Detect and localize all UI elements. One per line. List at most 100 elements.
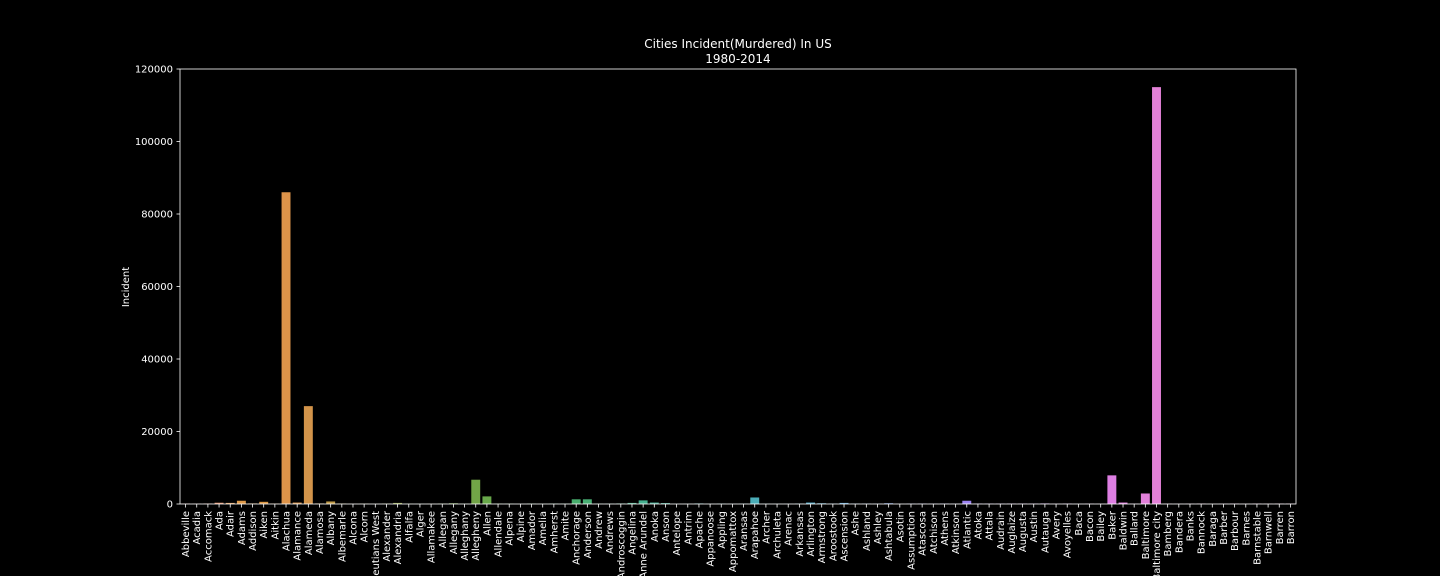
y-tick-label: 120000 xyxy=(135,65,173,76)
x-tick-label: Antrim xyxy=(683,511,694,545)
x-tick-label: Alger xyxy=(415,510,426,537)
x-tick-label: Auglaize xyxy=(1007,511,1018,554)
x-tick-label: Ashe xyxy=(851,511,862,536)
x-tick-label: Atchison xyxy=(929,511,940,554)
y-tick-label: 40000 xyxy=(141,355,173,366)
bar xyxy=(839,502,849,504)
x-tick-label: Adams xyxy=(237,511,248,545)
bar xyxy=(259,501,269,504)
bar xyxy=(1118,502,1128,504)
x-tick-label: Barbour xyxy=(1230,510,1241,551)
x-tick-label: Anderson xyxy=(583,511,594,558)
bar xyxy=(649,502,659,504)
x-tick-label: Avoyelles xyxy=(1063,511,1074,558)
x-tick-label: Alexandria xyxy=(393,511,404,564)
x-tick-label: Ballard xyxy=(1130,511,1141,546)
x-tick-label: Adair xyxy=(226,510,237,537)
x-tick-label: Alfalfa xyxy=(404,511,415,543)
x-tick-label: Alamosa xyxy=(315,511,326,554)
x-tick-label: Bandera xyxy=(1174,511,1185,553)
x-tick-label: Baltimore xyxy=(1141,511,1152,559)
bar xyxy=(571,499,581,504)
chart-subtitle: 1980-2014 xyxy=(705,52,770,66)
x-tick-label: Abbeville xyxy=(181,511,192,557)
x-tick-label: Arenac xyxy=(784,511,795,546)
bar xyxy=(1107,475,1117,504)
x-tick-label: Arkansas xyxy=(795,511,806,557)
x-tick-label: Amador xyxy=(527,510,538,550)
y-axis-label: Incident xyxy=(121,267,132,307)
bar xyxy=(393,502,403,504)
x-tick-label: Alleghany xyxy=(460,511,471,561)
x-tick-label: Baltimore city xyxy=(1152,511,1163,576)
bar xyxy=(214,502,224,504)
x-tick-label: Anne Arundel xyxy=(639,511,650,576)
bar xyxy=(962,500,972,504)
y-tick-label: 20000 xyxy=(141,427,173,438)
x-tick-label: Andrews xyxy=(605,511,616,554)
x-tick-label: Baraga xyxy=(1208,511,1219,547)
x-tick-label: Angelina xyxy=(627,511,638,555)
x-tick-label: Alexander xyxy=(382,510,393,561)
bar xyxy=(303,406,313,505)
x-tick-label: Baca xyxy=(1074,511,1085,536)
bar xyxy=(482,496,492,504)
y-tick-label: 80000 xyxy=(141,210,173,221)
x-axis: Abbeville Acadia Accomack Ada Adair Adams Addi… xyxy=(181,504,1297,576)
x-tick-label: Ashley xyxy=(873,511,884,544)
x-tick-label: Austin xyxy=(1029,511,1040,542)
x-tick-label: Arapahoe xyxy=(750,511,761,559)
x-tick-label: Allendale xyxy=(494,511,505,557)
x-tick-label: Barren xyxy=(1275,511,1286,544)
x-tick-label: Albemarle xyxy=(337,511,348,562)
chart-title: Cities Incident(Murdered) In US xyxy=(644,37,831,51)
x-tick-label: Aitkin xyxy=(270,511,281,539)
x-tick-label: Baldwin xyxy=(1119,511,1130,550)
x-tick-label: Ascension xyxy=(840,511,851,561)
x-tick-label: Ashtabula xyxy=(884,511,895,561)
x-tick-label: Augusta xyxy=(1018,511,1029,552)
bar xyxy=(1152,87,1161,505)
x-tick-label: Amelia xyxy=(538,511,549,545)
x-tick-label: Appling xyxy=(717,511,728,549)
x-tick-label: Armstrong xyxy=(817,511,828,563)
x-tick-label: Attala xyxy=(985,511,996,541)
bar xyxy=(1140,493,1150,504)
x-tick-label: Accomack xyxy=(203,511,214,562)
x-tick-label: Anson xyxy=(661,511,672,542)
x-tick-label: Athens xyxy=(940,511,951,546)
x-tick-label: Andrew xyxy=(594,511,605,549)
x-tick-label: Assumption xyxy=(906,511,917,570)
x-tick-label: Anchorage xyxy=(572,511,583,565)
x-tick-label: Avery xyxy=(1052,511,1063,539)
bar xyxy=(281,192,291,504)
x-tick-label: Amherst xyxy=(549,511,560,553)
x-tick-label: Aleutians West xyxy=(371,511,382,576)
x-tick-label: Apache xyxy=(694,511,705,548)
x-tick-label: Aransas xyxy=(739,511,750,551)
bar xyxy=(225,502,235,504)
x-tick-label: Alcona xyxy=(348,511,359,545)
x-tick-label: Alcorn xyxy=(360,511,371,543)
x-tick-label: Audrain xyxy=(996,511,1007,550)
x-tick-label: Allegany xyxy=(449,511,460,554)
x-tick-label: Arlington xyxy=(806,511,817,557)
x-tick-label: Barnwell xyxy=(1264,511,1275,554)
bar xyxy=(292,502,302,504)
x-tick-label: Acadia xyxy=(192,511,203,545)
x-tick-label: Aiken xyxy=(259,511,270,539)
x-tick-label: Antelope xyxy=(672,511,683,556)
x-tick-label: Aroostook xyxy=(828,511,839,561)
x-tick-label: Bacon xyxy=(1085,511,1096,542)
x-tick-label: Amite xyxy=(561,511,572,540)
x-tick-label: Atascosa xyxy=(918,511,929,556)
x-tick-label: Appanoose xyxy=(706,511,717,567)
x-tick-label: Ada xyxy=(215,511,226,530)
x-tick-label: Atkinson xyxy=(951,511,962,554)
bar xyxy=(806,502,816,504)
x-tick-label: Bamberg xyxy=(1163,511,1174,557)
x-tick-label: Ashland xyxy=(862,511,873,551)
bar xyxy=(661,503,670,504)
